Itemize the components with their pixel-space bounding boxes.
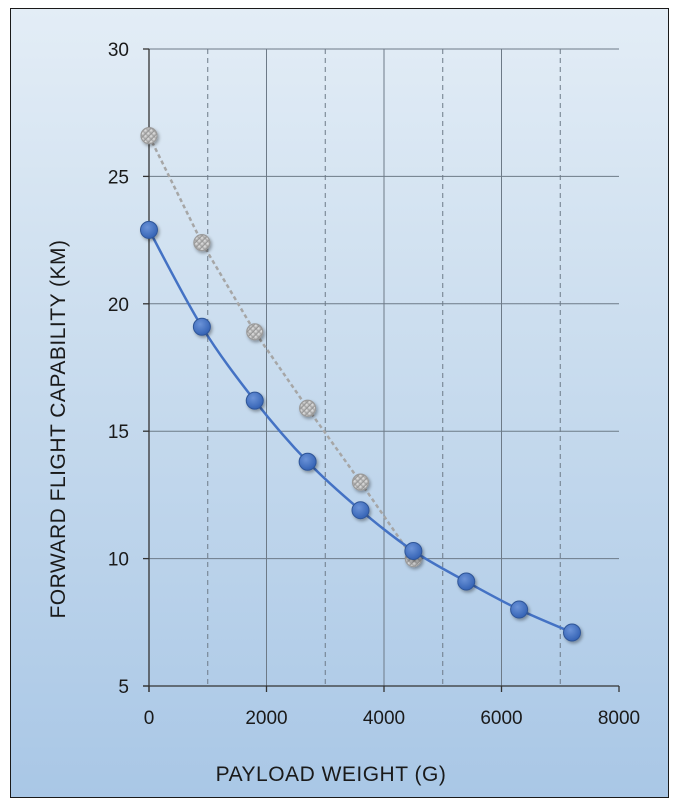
- data-point: [246, 323, 264, 341]
- series-line: [147, 135, 415, 560]
- y-axis-title: FORWARD FLIGHT CAPABILITY (KM): [47, 239, 70, 618]
- series-blue-solid: [140, 220, 581, 642]
- data-point: [299, 399, 317, 417]
- x-tick-label: 4000: [363, 708, 405, 729]
- chart-frame: 5 10 15 20 25 30 0 2000 4000 6000 8000 PAYLOAD WEI…: [10, 8, 669, 798]
- data-point: [510, 600, 529, 619]
- data-point: [140, 127, 158, 145]
- data-point: [404, 541, 423, 560]
- x-tick-label: 0: [144, 708, 155, 729]
- data-point: [457, 572, 476, 591]
- series-layer: [140, 127, 581, 642]
- data-point: [140, 220, 158, 239]
- data-point: [351, 473, 370, 491]
- axes: [143, 48, 620, 692]
- y-tick-label: 10: [108, 550, 129, 571]
- x-tick-label: 6000: [480, 708, 522, 729]
- data-point: [193, 234, 211, 252]
- y-tick-label: 5: [118, 677, 129, 698]
- y-tick-label: 30: [108, 40, 129, 61]
- data-point: [563, 623, 581, 642]
- data-point: [351, 501, 370, 520]
- data-point: [298, 452, 317, 471]
- y-tick-label: 15: [108, 422, 129, 443]
- series-gray-dashed: [140, 127, 422, 568]
- x-tick-label: 8000: [598, 708, 640, 729]
- x-axis-title: PAYLOAD WEIGHT (G): [216, 763, 447, 786]
- grid: [149, 48, 619, 687]
- data-point: [192, 317, 211, 336]
- x-tick-label: 2000: [245, 708, 287, 729]
- y-tick-label: 25: [108, 167, 129, 188]
- data-point: [245, 391, 264, 410]
- y-tick-label: 20: [108, 295, 129, 316]
- tick-labels: 5 10 15 20 25 30 0 2000 4000 6000 8000: [108, 40, 640, 729]
